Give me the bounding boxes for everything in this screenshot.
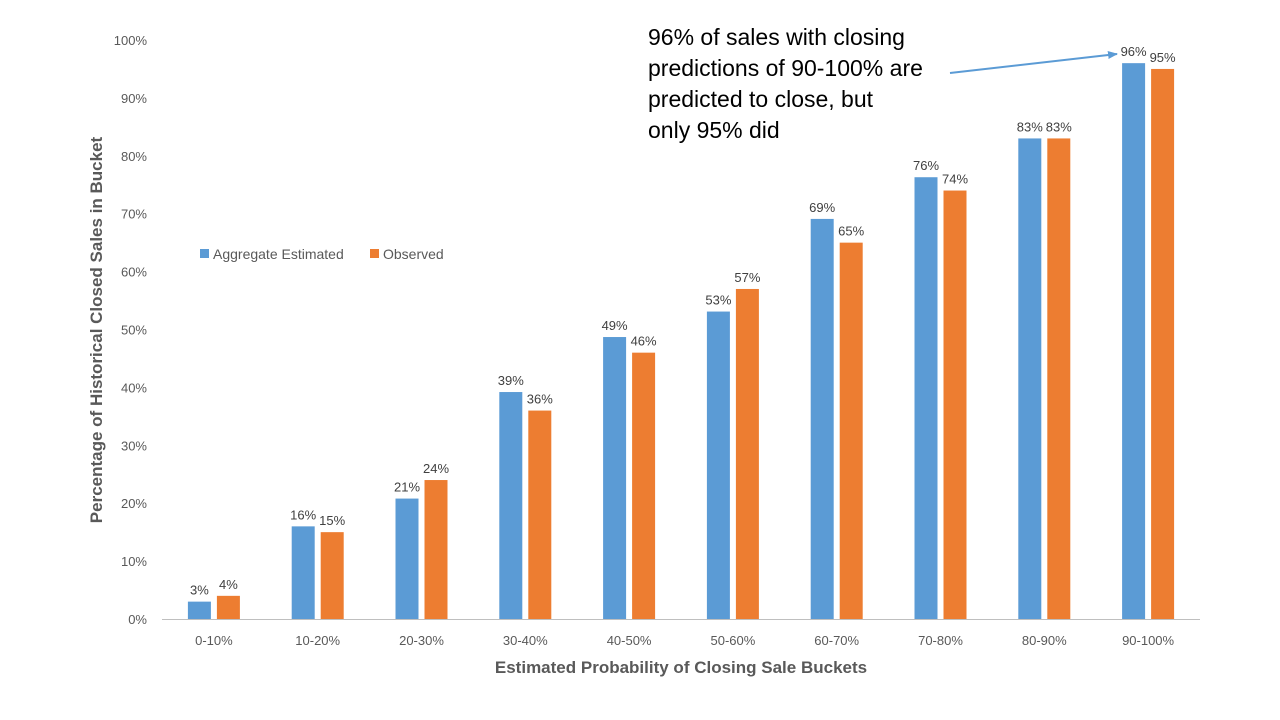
bar-aggregate-estimated bbox=[1018, 138, 1042, 619]
data-label: 96% bbox=[1121, 44, 1147, 59]
annotation-line: predictions of 90-100% are bbox=[648, 55, 923, 81]
legend-swatch bbox=[200, 249, 209, 258]
bar-observed bbox=[839, 242, 863, 619]
bar-aggregate-estimated bbox=[810, 218, 834, 619]
x-tick-label: 30-40% bbox=[503, 633, 548, 648]
data-label: 83% bbox=[1017, 119, 1043, 134]
bar-observed bbox=[528, 410, 552, 619]
x-tick-label: 50-60% bbox=[710, 633, 755, 648]
y-tick-label: 60% bbox=[121, 265, 147, 280]
x-tick-label: 20-30% bbox=[399, 633, 444, 648]
bar-aggregate-estimated bbox=[395, 498, 419, 619]
data-label: 76% bbox=[913, 158, 939, 173]
y-tick-label: 0% bbox=[128, 612, 147, 627]
bar-aggregate-estimated bbox=[499, 392, 523, 619]
data-label: 3% bbox=[190, 583, 209, 598]
data-label: 46% bbox=[631, 334, 657, 349]
data-labels: 3% 4% 16% 15% 21%24% 39%36% 49%46% 53%57% 69%65%… bbox=[190, 44, 1176, 597]
x-tick-label: 80-90% bbox=[1022, 633, 1067, 648]
data-label: 53% bbox=[705, 293, 731, 308]
bar-aggregate-estimated bbox=[187, 601, 211, 619]
bar-observed bbox=[424, 480, 448, 619]
bar-aggregate-estimated bbox=[706, 311, 730, 619]
bar-observed bbox=[943, 190, 967, 620]
legend-label: Observed bbox=[383, 246, 444, 262]
x-axis-ticks: 0-10% 10-20% 20-30% 30-40% 40-50% 50-60% 60-70… bbox=[195, 633, 1174, 648]
bar-observed bbox=[735, 288, 759, 619]
bar-aggregate-estimated bbox=[291, 526, 315, 619]
data-label: 74% bbox=[942, 172, 968, 187]
callout-arrow bbox=[949, 51, 1118, 74]
y-tick-label: 30% bbox=[121, 438, 147, 453]
legend-item-aggregate-estimated: Aggregate Estimated bbox=[200, 246, 344, 262]
y-tick-label: 20% bbox=[121, 496, 147, 511]
x-tick-label: 40-50% bbox=[607, 633, 652, 648]
bar-observed bbox=[632, 352, 656, 619]
bar-aggregate-estimated bbox=[1122, 63, 1146, 620]
y-tick-label: 70% bbox=[121, 207, 147, 222]
data-label: 15% bbox=[319, 513, 345, 528]
y-axis-title: Percentage of Historical Closed Sales in… bbox=[87, 136, 106, 523]
bar-series bbox=[187, 63, 1175, 620]
bar-observed bbox=[1047, 138, 1071, 619]
bar-aggregate-estimated bbox=[603, 337, 627, 619]
y-tick-label: 90% bbox=[121, 91, 147, 106]
bar-observed bbox=[216, 595, 240, 619]
annotation-callout: 96% of sales with closing predictions of… bbox=[648, 22, 948, 146]
x-axis-title: Estimated Probability of Closing Sale Bu… bbox=[495, 658, 867, 677]
y-tick-label: 50% bbox=[121, 323, 147, 338]
y-tick-label: 100% bbox=[114, 33, 148, 48]
x-tick-label: 0-10% bbox=[195, 633, 233, 648]
data-label: 21% bbox=[394, 480, 420, 495]
x-tick-label: 60-70% bbox=[814, 633, 859, 648]
data-label: 69% bbox=[809, 200, 835, 215]
annotation-line: only 95% did bbox=[648, 117, 780, 143]
data-label: 49% bbox=[602, 318, 628, 333]
data-label: 95% bbox=[1150, 50, 1176, 65]
data-label: 65% bbox=[838, 224, 864, 239]
x-tick-label: 10-20% bbox=[295, 633, 340, 648]
data-label: 57% bbox=[734, 270, 760, 285]
data-label: 24% bbox=[423, 461, 449, 476]
data-label: 36% bbox=[527, 392, 553, 407]
bar-observed bbox=[1151, 68, 1175, 619]
y-axis-ticks: 0% 10% 20% 30% 40% 50% 60% 70% 80% 90% 100% bbox=[114, 33, 148, 627]
bar-aggregate-estimated bbox=[914, 177, 938, 619]
annotation-line: 96% of sales with closing bbox=[648, 24, 905, 50]
x-tick-label: 90-100% bbox=[1122, 633, 1174, 648]
data-label: 39% bbox=[498, 373, 524, 388]
legend-swatch bbox=[370, 249, 379, 258]
x-tick-label: 70-80% bbox=[918, 633, 963, 648]
legend-label: Aggregate Estimated bbox=[213, 246, 344, 262]
y-tick-label: 40% bbox=[121, 380, 147, 395]
annotation-line: predicted to close, but bbox=[648, 86, 874, 112]
bar-observed bbox=[320, 532, 344, 619]
y-tick-label: 10% bbox=[121, 554, 147, 569]
data-label: 16% bbox=[290, 507, 316, 522]
data-label: 83% bbox=[1046, 119, 1072, 134]
legend-item-observed: Observed bbox=[370, 246, 444, 262]
legend: Aggregate Estimated Observed bbox=[200, 246, 444, 262]
y-tick-label: 80% bbox=[121, 149, 147, 164]
data-label: 4% bbox=[219, 577, 238, 592]
